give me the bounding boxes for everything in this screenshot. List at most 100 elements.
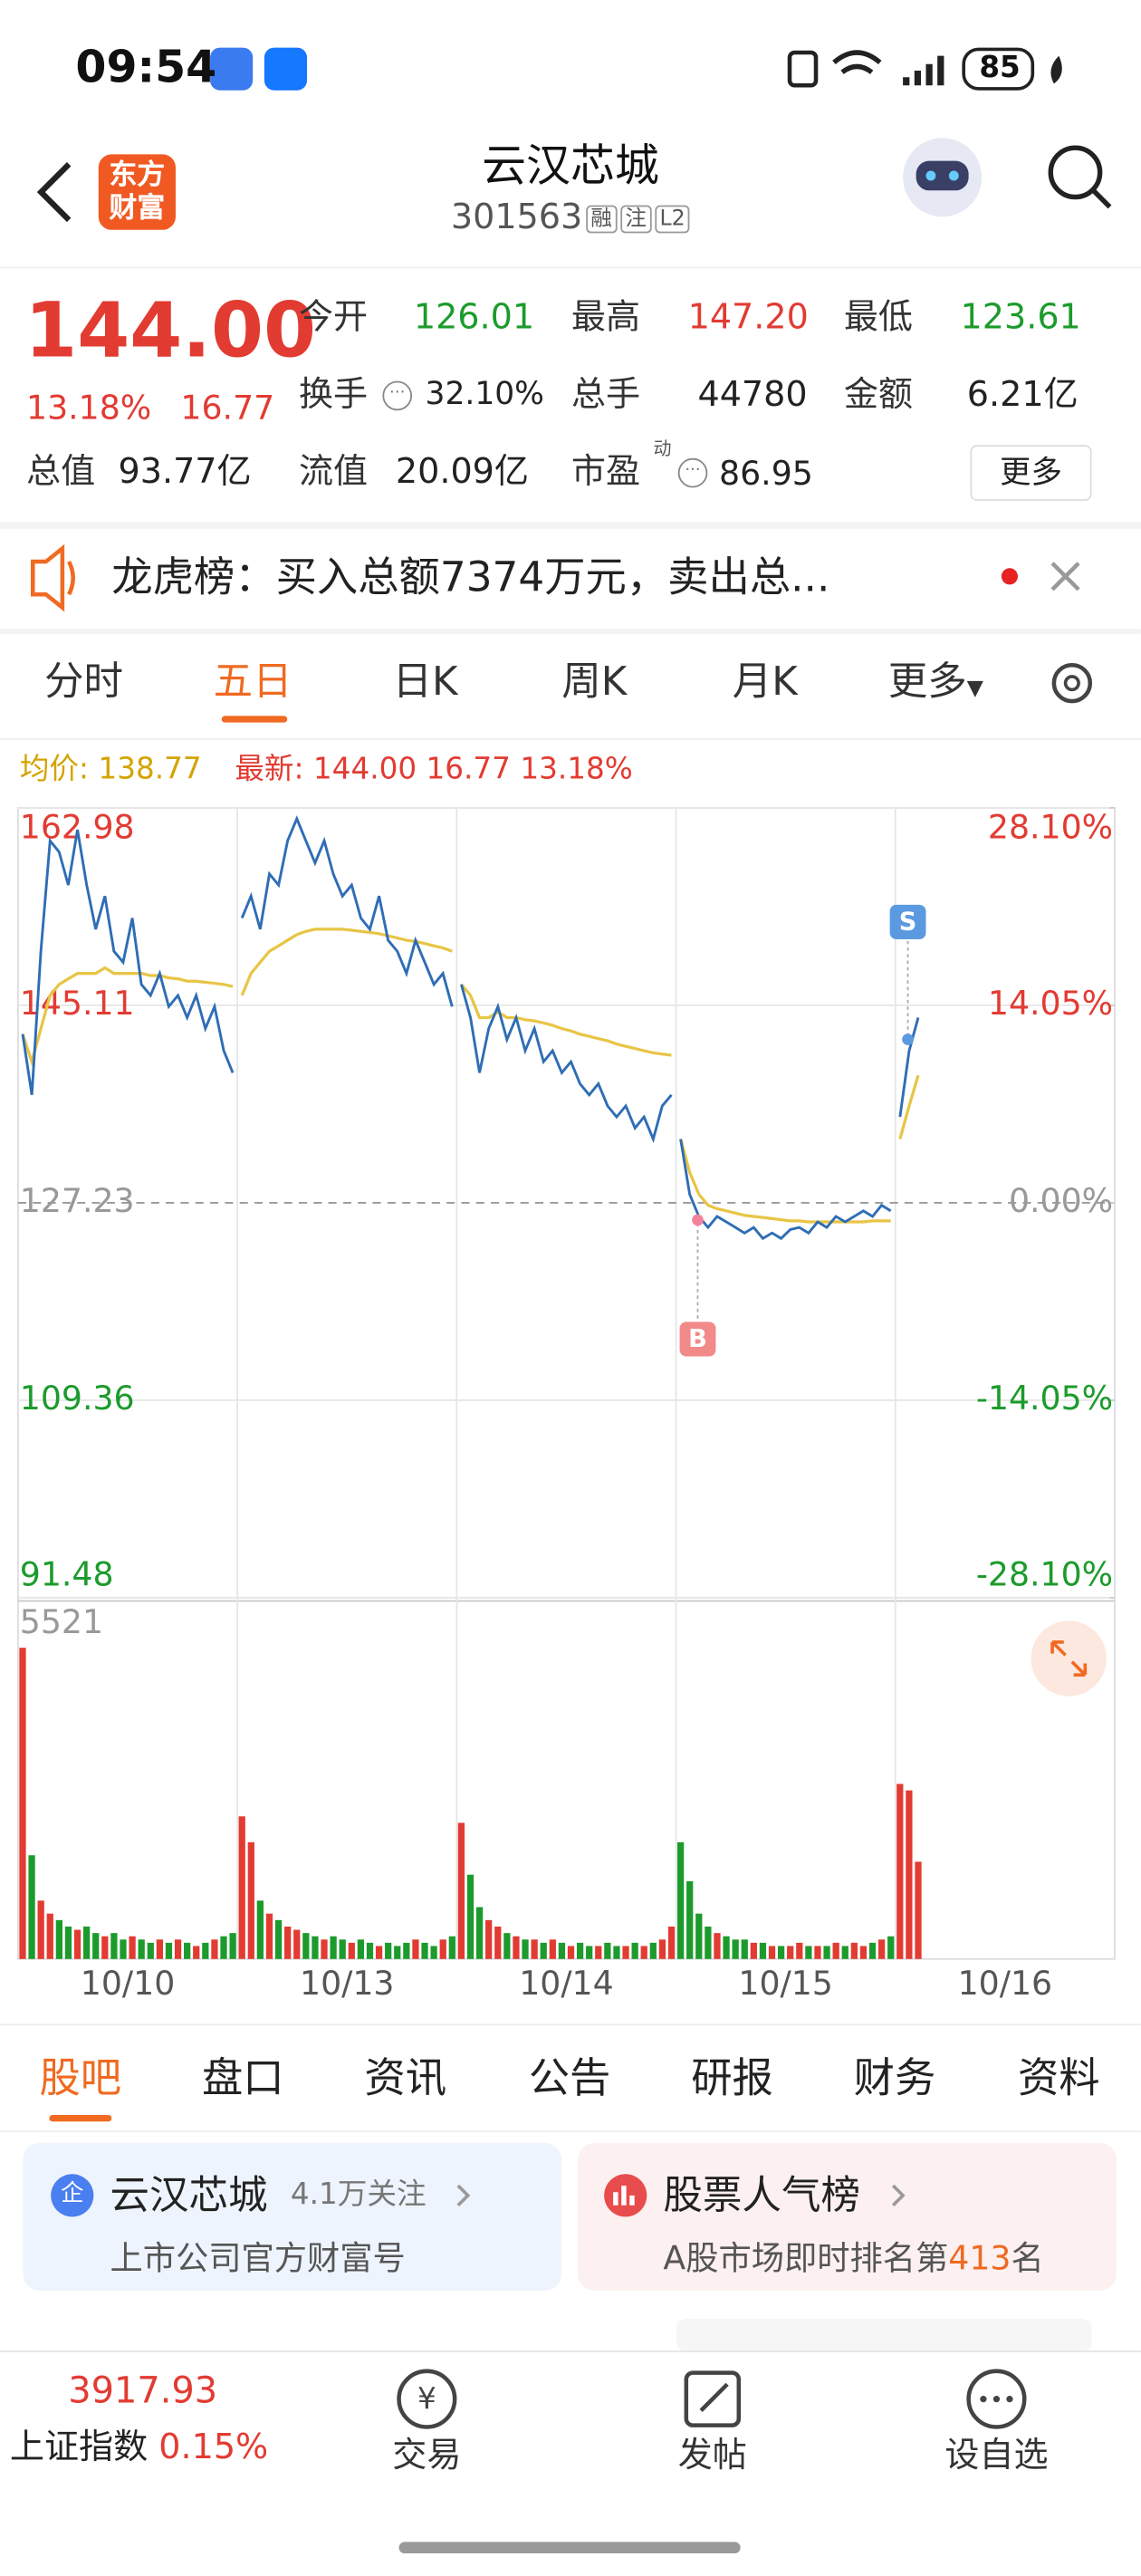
content-tab[interactable]: 财务 <box>853 2053 936 2102</box>
volume-bar <box>430 1946 437 1959</box>
y-tick-label: 127.23 <box>20 1181 135 1220</box>
latest-value: 144.00 <box>312 752 417 787</box>
volume-bar <box>357 1939 365 1959</box>
leaf-icon <box>1050 55 1062 84</box>
field-value: 6.21亿 <box>966 374 1079 414</box>
card-subtitle: A股市场即时排名第413名 <box>663 2242 1043 2274</box>
y-tick-label: 162.98 <box>20 808 135 847</box>
volume-bar <box>366 1942 374 1959</box>
field-value: 93.77亿 <box>118 451 252 492</box>
field-superscript: 动 <box>653 438 672 460</box>
content-tab[interactable]: 研报 <box>691 2053 773 2102</box>
volume-bar <box>229 1933 236 1959</box>
signal-icon <box>903 55 944 86</box>
volume-bar <box>649 1942 657 1959</box>
card[interactable] <box>23 2142 562 2291</box>
index-row[interactable]: 上证指数 0.15% <box>10 2427 269 2466</box>
post-icon[interactable] <box>684 2370 742 2427</box>
search-icon[interactable] <box>1048 145 1103 200</box>
field-value: 123.61 <box>960 297 1081 337</box>
period-tab[interactable]: 月K <box>732 658 798 705</box>
tag: 融 <box>585 204 618 233</box>
trade-icon[interactable] <box>397 2369 457 2429</box>
x-tick-label: 10/14 <box>519 1964 613 2003</box>
content-tab[interactable]: 资讯 <box>364 2053 447 2102</box>
volume-bar <box>385 1942 392 1959</box>
index-change: 0.15% <box>158 2427 269 2466</box>
volume-bar <box>28 1855 35 1959</box>
volume-bar <box>312 1936 319 1959</box>
battery <box>962 47 1035 91</box>
price: 144.00 <box>24 285 317 375</box>
volume-bar <box>321 1939 328 1959</box>
search-icon <box>1091 188 1112 209</box>
volume-bar <box>174 1939 182 1959</box>
volume-bar <box>247 1841 254 1959</box>
expand-button[interactable] <box>1031 1620 1107 1697</box>
period-tab[interactable]: 分时 <box>43 658 123 705</box>
info-icon[interactable]: ··· <box>382 380 413 411</box>
volume-bar <box>156 1939 163 1959</box>
volume-bar <box>202 1942 209 1959</box>
card-title: 云汉芯城 <box>110 2172 268 2219</box>
volume-bar <box>293 1929 301 1959</box>
volume-bar <box>796 1942 803 1959</box>
settings-icon[interactable] <box>1051 662 1093 704</box>
avatar-eye <box>925 170 936 181</box>
volume-bar <box>330 1936 337 1959</box>
action-label[interactable]: 交易 <box>392 2435 462 2475</box>
volume-bar <box>120 1939 127 1959</box>
dot <box>980 2396 987 2403</box>
field-label: 流值 <box>298 451 369 492</box>
logo-line: 财富 <box>109 192 166 226</box>
volume-bar <box>658 1939 666 1959</box>
notice-text[interactable]: 龙虎榜：买入总额7374万元，卖出总... <box>111 553 830 601</box>
volume-bar <box>750 1942 757 1959</box>
card[interactable] <box>578 2142 1117 2291</box>
period-tab[interactable]: 日K <box>392 658 458 705</box>
change: 16.77 <box>180 387 275 428</box>
action-label[interactable]: 设自选 <box>944 2435 1049 2475</box>
volume-bar <box>787 1946 794 1959</box>
info-icon[interactable]: ··· <box>677 457 708 488</box>
volume-bar <box>466 1874 475 1959</box>
volume-bar <box>485 1919 493 1959</box>
content-tab-active[interactable]: 股吧 <box>39 2053 122 2102</box>
field-label: 最低 <box>843 297 913 337</box>
tag: L2 <box>655 204 691 233</box>
back-icon[interactable] <box>36 162 72 223</box>
period-tab[interactable]: 周K <box>561 658 628 705</box>
volume-bar <box>887 1936 895 1959</box>
period-tab-active[interactable]: 五日 <box>213 658 292 705</box>
period-tab[interactable]: 更多▼ <box>888 662 983 702</box>
volume-bar <box>211 1939 218 1959</box>
card-icon-text: 企 <box>61 2180 84 2207</box>
volume-bar <box>348 1942 355 1959</box>
volume-bar <box>832 1942 839 1959</box>
content-tab[interactable]: 公告 <box>528 2053 611 2102</box>
content-tab[interactable]: 资料 <box>1017 2053 1100 2102</box>
more-button[interactable]: 更多 <box>970 445 1092 501</box>
volume-bar <box>586 1946 593 1959</box>
volume-bar <box>906 1790 913 1959</box>
action-label[interactable]: 发帖 <box>677 2435 747 2475</box>
volume-bar <box>613 1946 620 1959</box>
expand-icon <box>1050 1640 1088 1677</box>
volume-bar <box>768 1946 776 1959</box>
close-icon[interactable] <box>1050 562 1080 591</box>
content-tab[interactable]: 盘口 <box>201 2053 284 2102</box>
volume-bar <box>64 1926 72 1959</box>
watchlist-icon[interactable] <box>966 2369 1027 2429</box>
index-value[interactable]: 3917.93 <box>68 2370 218 2413</box>
field-label: 总值 <box>26 451 96 492</box>
field-value: 147.20 <box>687 297 809 337</box>
volume-bar <box>567 1946 575 1959</box>
sell-dot <box>902 1033 914 1045</box>
tag: 注 <box>619 204 652 233</box>
chart-icon <box>613 2185 635 2206</box>
volume-bar <box>457 1822 465 1959</box>
volume-bar <box>777 1946 785 1959</box>
volume-bar <box>595 1946 602 1959</box>
average-legend: 均价: 138.77 <box>20 755 202 785</box>
volume-bar <box>576 1942 584 1959</box>
